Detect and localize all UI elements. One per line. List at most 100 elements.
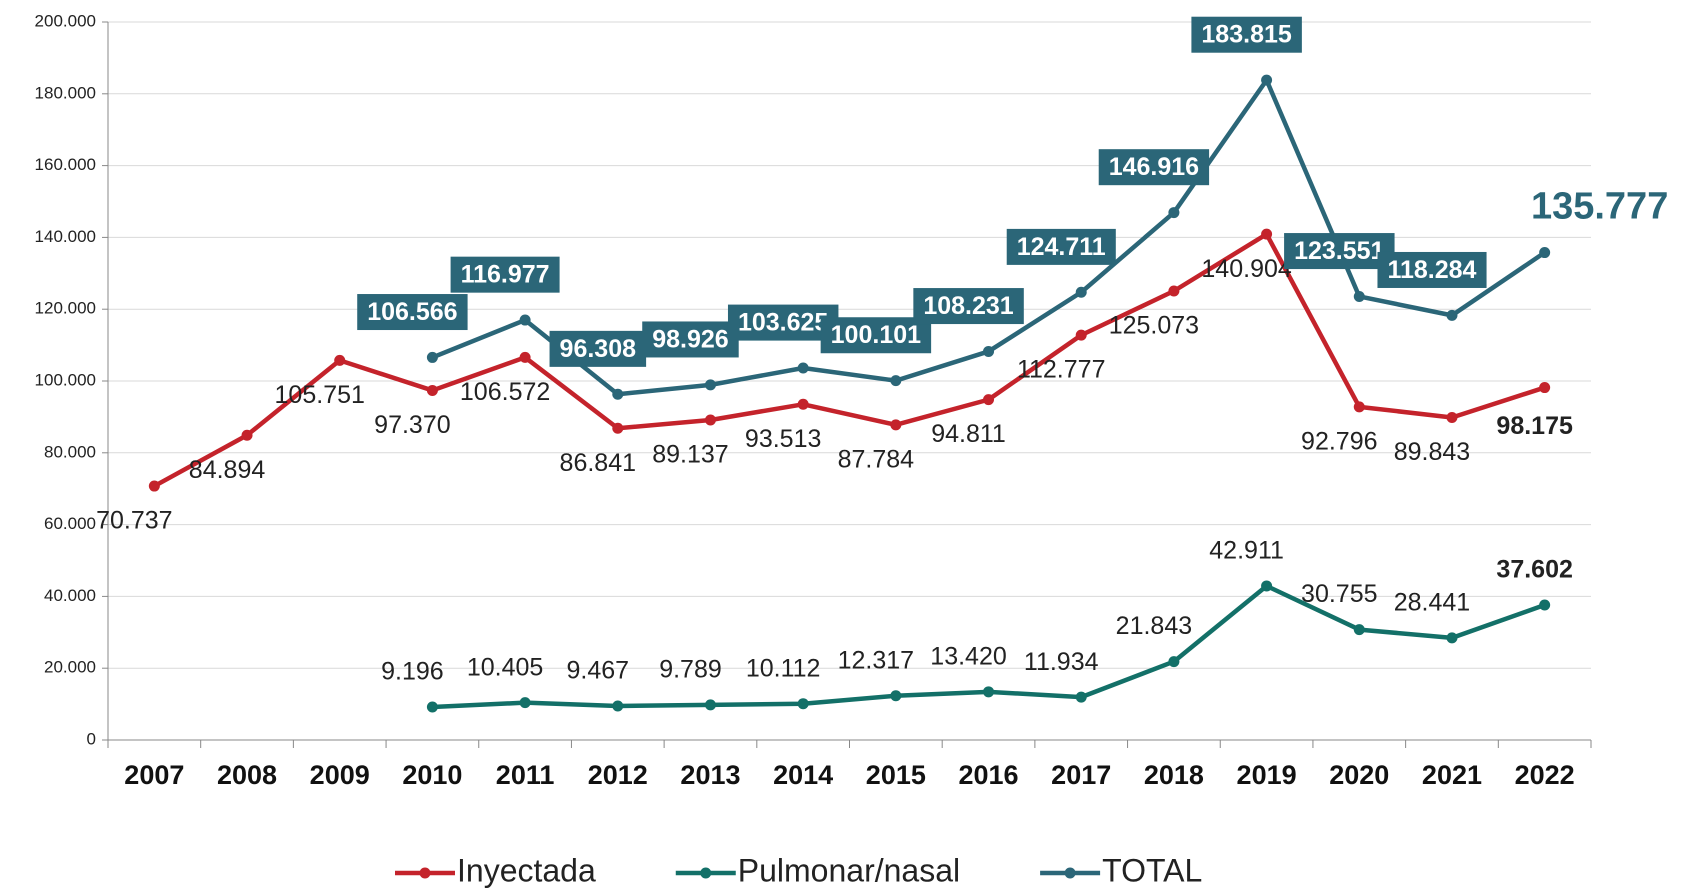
data-label: 94.811 [931,420,1006,448]
data-point [704,699,716,711]
data-point [1539,599,1551,611]
data-label: 105.751 [275,381,365,409]
data-point [1446,632,1458,644]
x-tick-label: 2007 [124,760,184,790]
data-label-box [357,294,468,331]
y-tick-label: 80.000 [44,442,96,461]
data-label: 92.796 [1301,427,1377,455]
data-point [983,345,995,357]
data-point [890,690,902,702]
data-point [1075,329,1087,341]
x-tick-label: 2015 [866,760,926,790]
data-label: 106.566 [367,298,457,326]
data-point [1075,691,1087,703]
data-point [1075,286,1087,298]
legend-label: Pulmonar/nasal [738,852,960,888]
y-tick-label: 40.000 [44,586,96,605]
data-label: 28.441 [1394,589,1470,617]
data-label: 11.934 [1024,648,1099,676]
data-label: 146.916 [1109,153,1199,181]
data-label: 98.175 [1496,412,1573,440]
data-point [148,480,160,492]
data-point [704,379,716,391]
data-point [241,429,253,441]
legend-swatch-dot [700,867,712,879]
data-point [1168,656,1180,668]
data-point [519,697,531,709]
data-point [426,384,438,396]
data-point [983,394,995,406]
data-point [983,686,995,698]
data-point [890,419,902,431]
data-label: 84.894 [189,456,266,484]
data-point [426,701,438,713]
y-tick-label: 100.000 [35,370,96,389]
data-label: 87.784 [838,445,915,473]
data-point [612,700,624,712]
y-tick-label: 20.000 [44,658,96,677]
data-label: 10.405 [467,653,543,681]
legend-swatch-dot [419,867,431,879]
data-label-box [1377,251,1487,288]
data-label-box [727,304,839,341]
data-label: 10.112 [746,654,821,682]
data-label: 96.308 [560,335,637,363]
y-tick-label: 180.000 [35,83,96,102]
data-label: 93.513 [745,425,821,453]
data-label-box [549,330,647,367]
data-point [612,388,624,400]
data-label: 13.420 [930,642,1006,670]
x-tick-label: 2009 [310,760,370,790]
y-tick-label: 60.000 [44,514,96,533]
data-point [1539,382,1551,394]
data-label: 97.370 [374,411,450,439]
data-label: 89.137 [652,441,728,469]
x-tick-label: 2011 [496,760,555,790]
data-label: 37.602 [1496,556,1572,584]
data-point [1353,624,1365,636]
data-point [1168,207,1180,219]
data-label: 183.815 [1201,21,1291,49]
data-label-box [820,317,932,354]
data-label: 86.841 [560,449,636,477]
data-point [1446,309,1458,321]
data-point [1261,580,1273,592]
data-point [1261,74,1273,86]
data-point [519,314,531,326]
legend: Inyectada Pulmonar/nasal TOTAL [395,852,1202,888]
y-tick-label: 200.000 [35,11,96,30]
legend-swatch-dot [1064,867,1076,879]
data-point [797,698,809,710]
x-tick-label: 2020 [1329,760,1389,790]
x-tick-label: 2008 [217,760,277,790]
data-label-box [1098,149,1210,186]
legend-label: TOTAL [1102,852,1202,888]
data-label: 30.755 [1301,580,1377,608]
series-line [153,231,1546,489]
data-label: 89.843 [1394,438,1470,466]
legend-label: Inyectada [457,852,596,888]
data-point [890,375,902,387]
data-point [1353,401,1365,413]
y-tick-label: 0 [87,729,96,748]
x-tick-label: 2017 [1051,760,1111,790]
data-point [1353,290,1365,302]
data-label: 106.572 [460,378,550,406]
data-point [1261,228,1273,240]
data-label: 124.711 [1017,233,1106,261]
data-label: 108.231 [923,292,1013,320]
x-tick-label: 2021 [1422,760,1482,790]
data-label: 140.904 [1201,255,1291,283]
data-label: 9.467 [567,657,630,685]
data-label: 70.737 [96,507,172,535]
data-label: 21.843 [1116,612,1192,640]
x-tick-label: 2014 [773,760,833,790]
data-point [426,351,438,363]
data-label: 125.073 [1109,312,1199,340]
data-label-box [1284,233,1395,270]
data-label-box [642,321,739,358]
x-tick-label: 2013 [680,760,740,790]
data-point [1446,411,1458,423]
data-label: 112.777 [1017,356,1106,384]
y-tick-label: 140.000 [35,227,96,246]
